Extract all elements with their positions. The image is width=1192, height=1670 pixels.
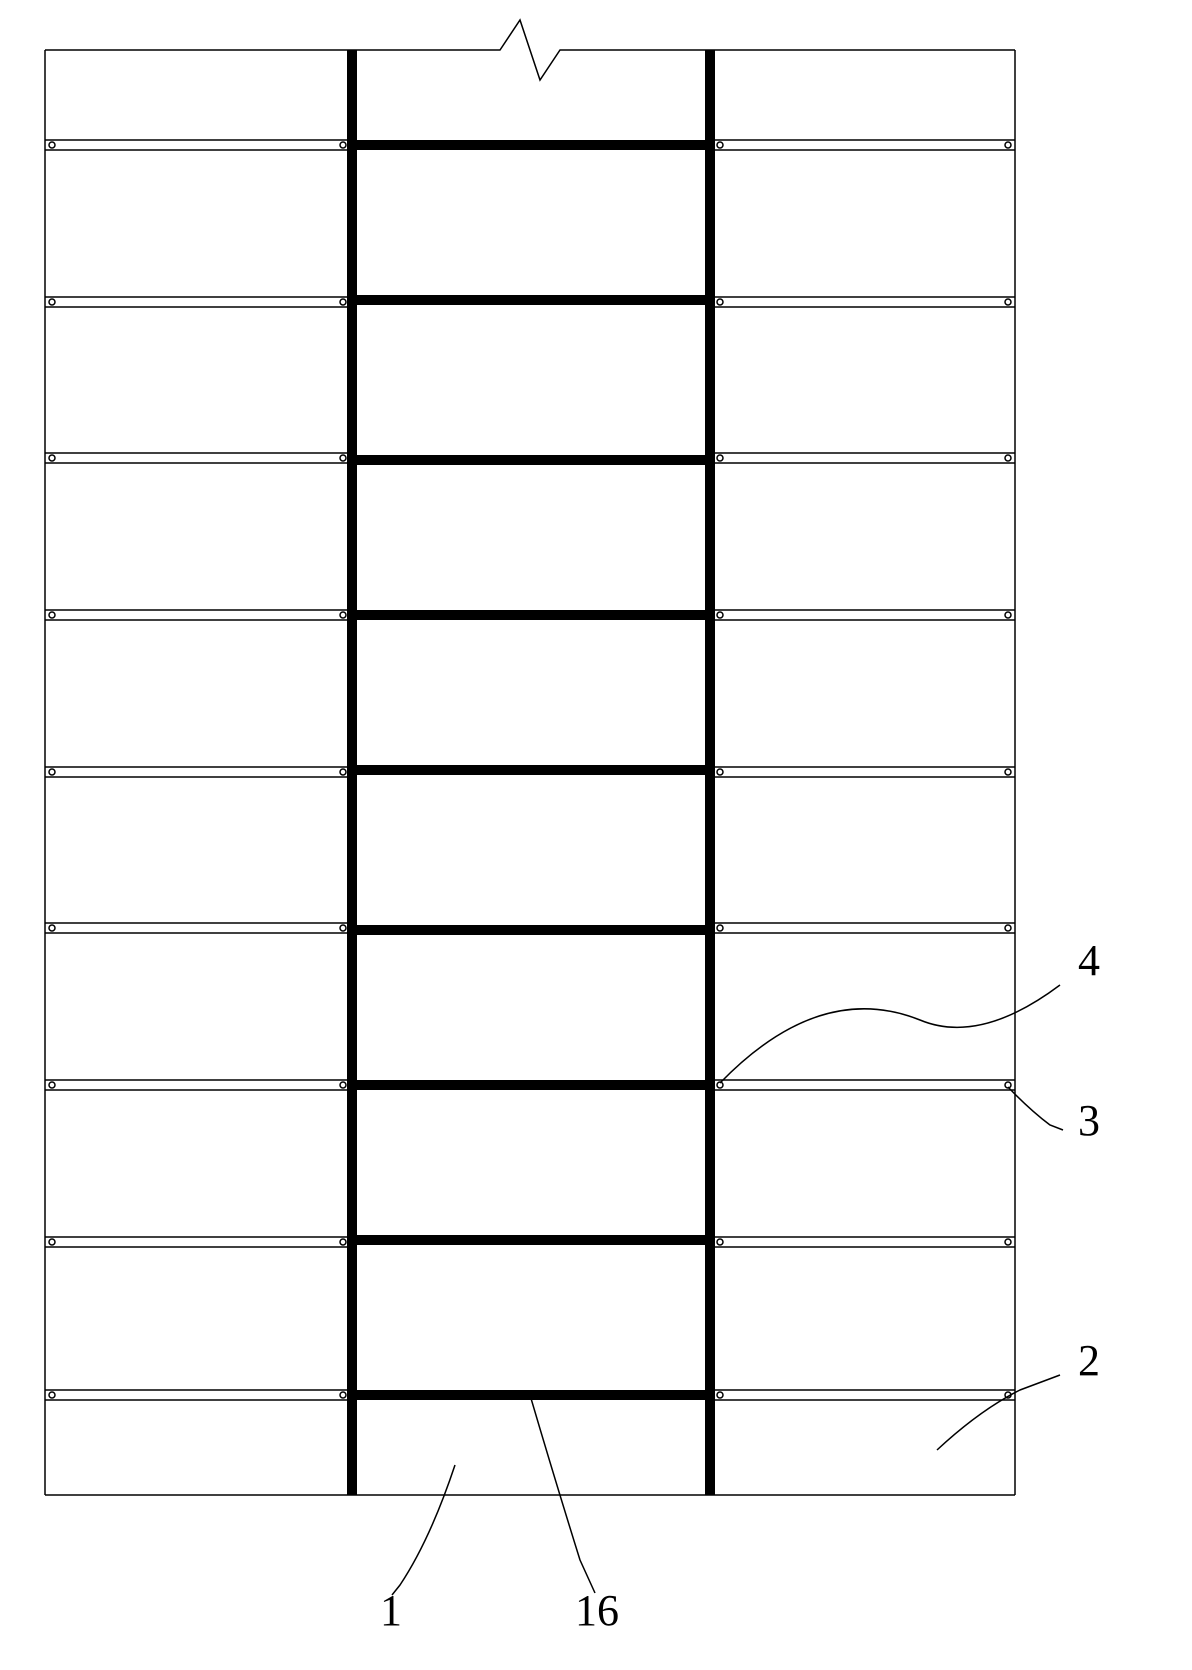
connection-dot — [340, 612, 346, 618]
connection-dot — [340, 299, 346, 305]
connection-dot — [717, 1392, 723, 1398]
connection-dot — [717, 455, 723, 461]
connection-dot — [49, 612, 55, 618]
connection-dot — [717, 925, 723, 931]
connection-dot — [1005, 455, 1011, 461]
connection-dot — [340, 1239, 346, 1245]
connection-dot — [717, 299, 723, 305]
leader-2 — [937, 1375, 1060, 1450]
connection-dot — [49, 1392, 55, 1398]
connection-dot — [49, 455, 55, 461]
connection-dot — [340, 1082, 346, 1088]
leader-1 — [392, 1465, 455, 1595]
connection-dot — [717, 612, 723, 618]
connection-dot — [340, 455, 346, 461]
connection-dot — [1005, 1239, 1011, 1245]
leader-4 — [720, 985, 1060, 1083]
label-16: 16 — [575, 1586, 619, 1635]
connection-dot — [49, 1239, 55, 1245]
connection-dot — [340, 1392, 346, 1398]
connection-dot — [1005, 925, 1011, 931]
connection-dot — [340, 142, 346, 148]
connection-dot — [717, 769, 723, 775]
connection-dot — [49, 142, 55, 148]
connection-dot — [1005, 142, 1011, 148]
label-1: 1 — [380, 1586, 402, 1635]
connection-dot — [717, 1239, 723, 1245]
connection-dot — [49, 769, 55, 775]
diagram-container: 4 3 2 1 16 — [0, 0, 1192, 1670]
leader-16 — [530, 1395, 595, 1593]
label-3: 3 — [1078, 1096, 1100, 1145]
connection-dot — [49, 925, 55, 931]
engineering-diagram: 4 3 2 1 16 — [0, 0, 1192, 1670]
label-4: 4 — [1078, 936, 1100, 985]
connection-dot — [340, 925, 346, 931]
connection-dot — [1005, 612, 1011, 618]
connection-dot — [1005, 769, 1011, 775]
connection-dot — [340, 769, 346, 775]
label-2: 2 — [1078, 1336, 1100, 1385]
break-mark — [345, 20, 720, 80]
connection-dot — [49, 299, 55, 305]
connection-dot — [49, 1082, 55, 1088]
leader-3 — [1008, 1087, 1063, 1130]
connection-dot — [717, 142, 723, 148]
connection-dot — [1005, 299, 1011, 305]
